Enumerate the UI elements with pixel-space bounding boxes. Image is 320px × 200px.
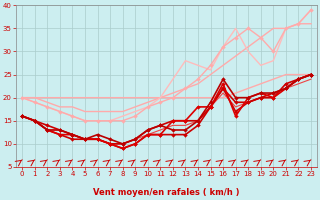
X-axis label: Vent moyen/en rafales ( km/h ): Vent moyen/en rafales ( km/h ): [93, 188, 240, 197]
